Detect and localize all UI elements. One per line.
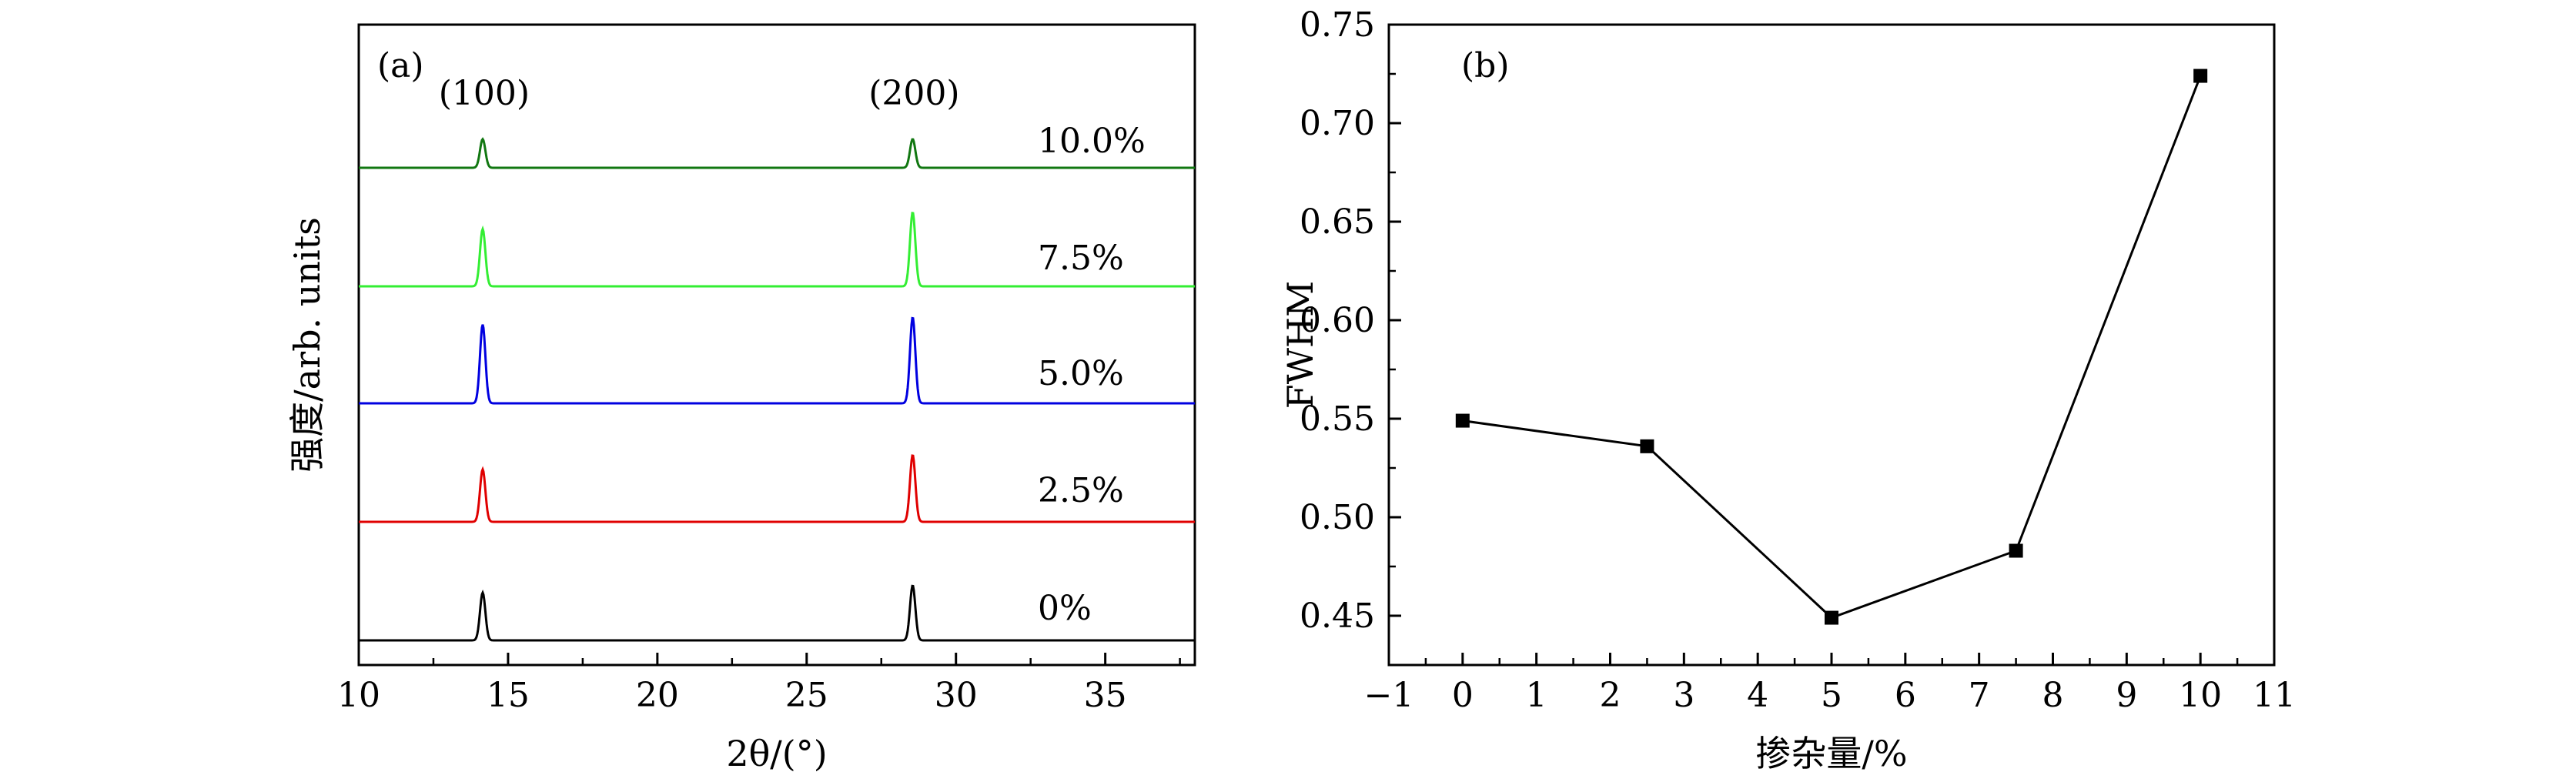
panel-b-y-tick-label: 0.50 <box>1300 498 1375 537</box>
panel-a-x-ticks: 10 15 20 25 30 35 <box>337 653 1181 715</box>
series-label-10-0: 10.0% <box>1038 122 1146 161</box>
panel-b-x-tick-label: 5 <box>1821 676 1842 715</box>
fwhm-point-10 <box>2193 69 2208 83</box>
panel-b-label: (b) <box>1461 46 1510 85</box>
fwhm-point-0 <box>1455 413 1470 428</box>
panel-b-y-tick-label: 0.55 <box>1300 399 1375 439</box>
series-label-2-5: 2.5% <box>1038 471 1124 510</box>
panel-a: 10 15 20 25 30 35 (a) (100) (200) 0% 2.5% 5.0% 7.… <box>286 23 1196 774</box>
panel-b-x-axis-title: 掺杂量/% <box>1755 733 1907 774</box>
panel-b-x-tick-label: 0 <box>1452 676 1474 715</box>
panel-b-y-tick-label: 0.60 <box>1300 301 1375 340</box>
panel-b: −1 0 1 2 3 4 5 6 7 8 9 10 11 0.45 0.50 0.55 0.60 0.65 0.70… <box>1280 5 2296 774</box>
series-10-0 <box>359 137 1195 169</box>
panel-b-y-tick-label: 0.75 <box>1300 5 1375 45</box>
fwhm-point-7-5 <box>2009 543 2023 558</box>
panel-a-y-axis-title: 强度/arb. units <box>286 217 328 473</box>
panel-b-x-tick-label: 6 <box>1895 676 1916 715</box>
panel-a-x-tick-label: 15 <box>487 676 530 715</box>
fwhm-line <box>1462 75 2202 620</box>
panel-b-x-tick-label: 2 <box>1600 676 1621 715</box>
panel-b-x-tick-label: 9 <box>2116 676 2137 715</box>
series-7-5 <box>359 212 1195 288</box>
series-5-0 <box>359 316 1195 405</box>
panel-b-frame <box>1387 23 2276 667</box>
panel-a-x-tick-label: 35 <box>1084 676 1127 715</box>
panel-b-x-tick-label: 1 <box>1526 676 1547 715</box>
panel-b-y-axis-title: FWHM <box>1280 281 1321 409</box>
panel-b-y-tick-label: 0.65 <box>1300 202 1375 242</box>
panel-b-x-tick-label: 4 <box>1747 676 1768 715</box>
panel-a-x-tick-label: 20 <box>636 676 679 715</box>
fwhm-point-5 <box>1825 610 1838 625</box>
panel-a-x-tick-label: 25 <box>785 676 828 715</box>
series-label-0: 0% <box>1038 589 1092 628</box>
panel-a-peak-labels: (100) (200) <box>439 74 960 113</box>
panel-a-label: (a) <box>377 46 424 85</box>
panel-a-concentration-labels: 0% 2.5% 5.0% 7.5% 10.0% <box>1038 122 1146 628</box>
panel-a-frame <box>357 23 1196 667</box>
panel-b-x-tick-label: 11 <box>2253 676 2296 715</box>
series-label-7-5: 7.5% <box>1038 239 1124 278</box>
peak-label-200: (200) <box>868 74 959 113</box>
panel-a-x-tick-label: 10 <box>337 676 380 715</box>
panel-b-series <box>1455 69 2208 625</box>
panel-b-x-tick-label: −1 <box>1364 676 1414 715</box>
series-2-5 <box>359 454 1195 523</box>
panel-b-x-tick-label: 8 <box>2042 676 2064 715</box>
fwhm-point-2-5 <box>1640 439 1654 453</box>
panel-b-x-tick-label: 10 <box>2179 676 2222 715</box>
series-label-5-0: 5.0% <box>1038 354 1124 393</box>
panel-a-x-tick-label: 30 <box>935 676 978 715</box>
panel-b-ticks: −1 0 1 2 3 4 5 6 7 8 9 10 11 0.45 0.50 0.55 0.60 0.65 0.70… <box>1300 5 2296 715</box>
panel-b-x-tick-label: 3 <box>1673 676 1694 715</box>
panel-b-x-tick-label: 7 <box>1969 676 1990 715</box>
panel-b-y-tick-label: 0.70 <box>1300 104 1375 143</box>
panel-b-y-tick-label: 0.45 <box>1300 597 1375 636</box>
series-0 <box>359 584 1195 642</box>
peak-label-100: (100) <box>439 74 530 113</box>
panel-a-series-group <box>359 137 1195 642</box>
panel-a-x-axis-title: 2θ/(°) <box>726 733 827 774</box>
